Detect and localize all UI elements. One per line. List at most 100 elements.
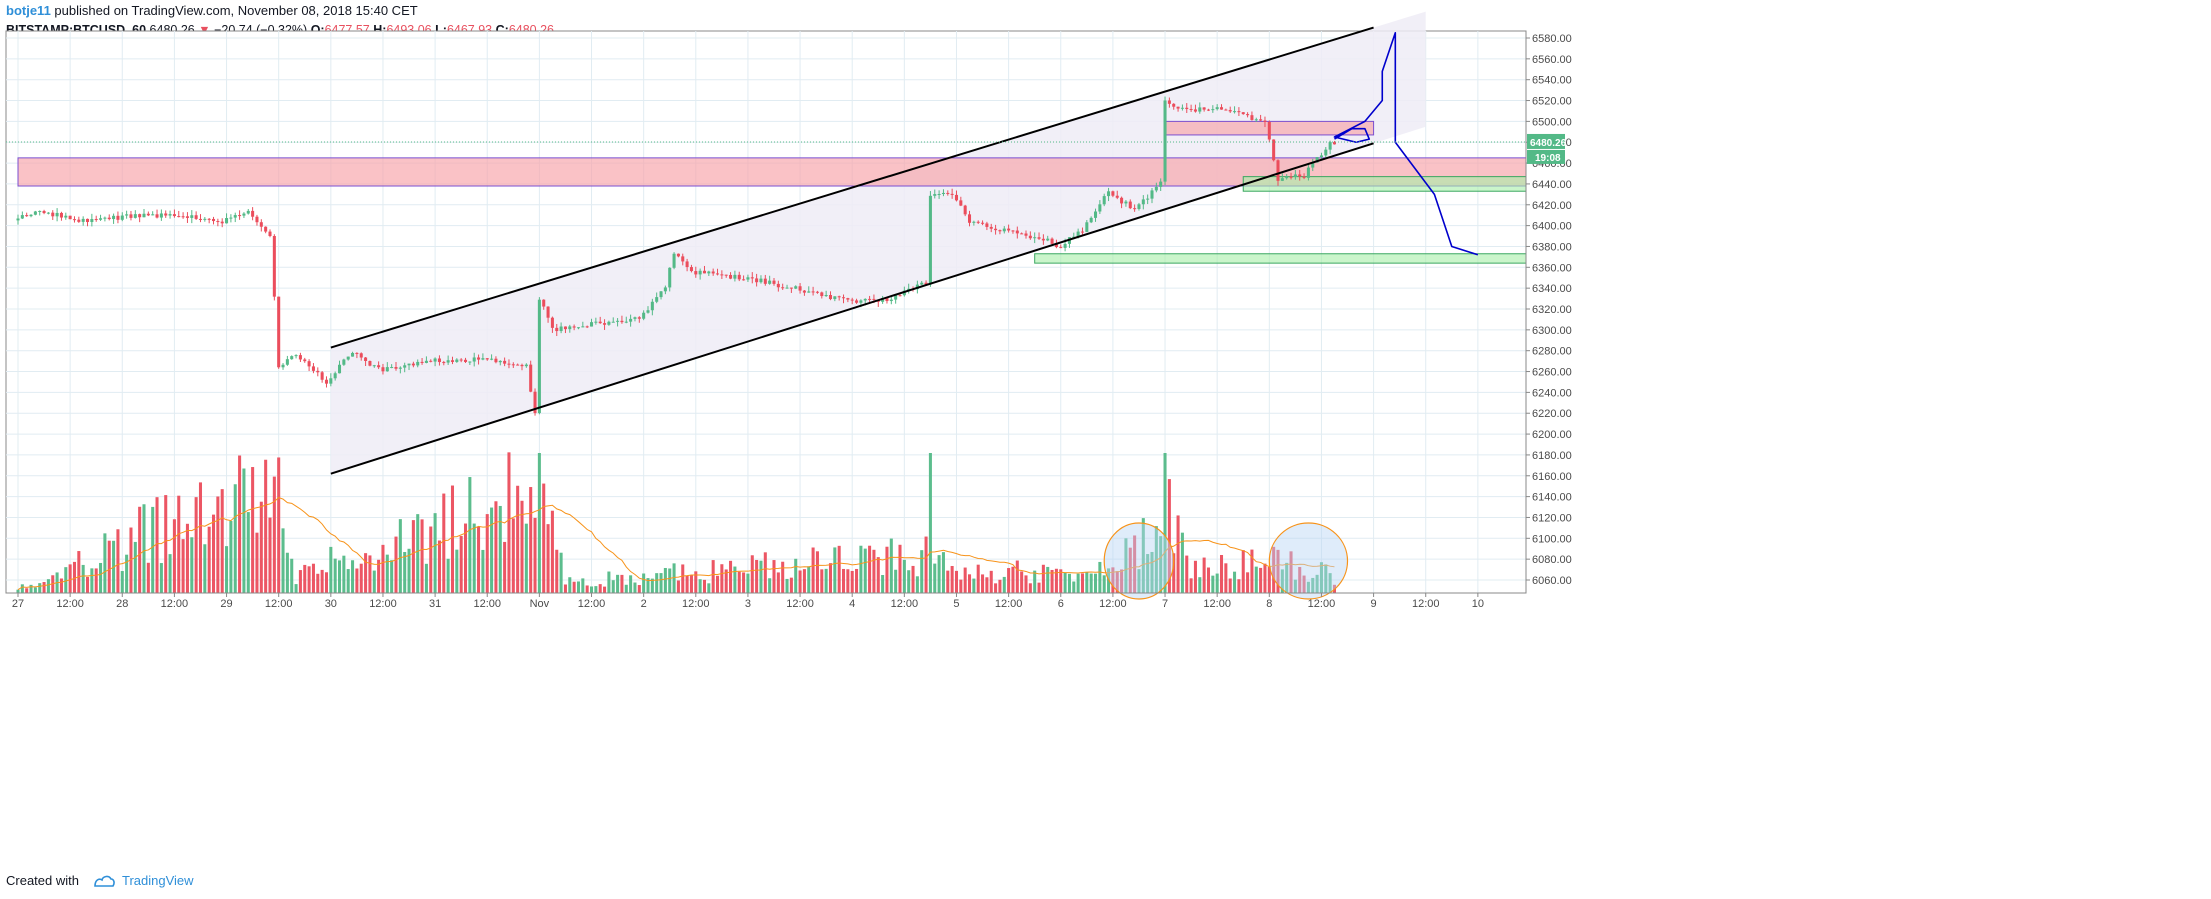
candle bbox=[1280, 178, 1284, 181]
volume-bar bbox=[594, 586, 598, 593]
candle bbox=[429, 360, 433, 362]
candle bbox=[720, 274, 724, 276]
candle bbox=[472, 357, 476, 362]
candle bbox=[629, 318, 633, 322]
volume-bar bbox=[698, 579, 702, 593]
candle bbox=[59, 212, 63, 218]
volume-bar bbox=[85, 576, 90, 593]
price-tick-label: 6440.00 bbox=[1532, 179, 1572, 191]
candle bbox=[251, 210, 255, 217]
volume-bar bbox=[403, 551, 407, 593]
volume-bar bbox=[763, 552, 767, 593]
candle bbox=[1176, 106, 1180, 109]
price-tick-label: 6580.00 bbox=[1532, 33, 1572, 45]
volume-bar bbox=[711, 560, 715, 593]
volume-bar bbox=[1285, 562, 1289, 593]
candle bbox=[928, 195, 932, 285]
price-tick-label: 6160.00 bbox=[1532, 471, 1572, 483]
candle bbox=[407, 363, 411, 366]
candle bbox=[698, 270, 702, 275]
volume-bar bbox=[477, 526, 481, 593]
candle bbox=[433, 358, 437, 362]
candle bbox=[950, 193, 954, 195]
volume-bar bbox=[568, 577, 572, 593]
candle bbox=[828, 294, 833, 300]
tradingview-link[interactable]: TradingView bbox=[122, 873, 194, 888]
volume-bar bbox=[1263, 563, 1267, 593]
volume-bar bbox=[759, 560, 763, 593]
volume-bar bbox=[1133, 535, 1137, 593]
candle bbox=[311, 366, 315, 371]
candle bbox=[802, 290, 806, 293]
candle bbox=[459, 359, 463, 361]
candle bbox=[1172, 103, 1176, 107]
candle bbox=[1302, 176, 1306, 178]
volume-bar bbox=[1298, 566, 1302, 593]
candle bbox=[611, 321, 615, 323]
price-chart[interactable]: 6060.00 6080.00 6100.00 6120.00 6140.00 6160.… bbox=[0, 0, 2211, 870]
volume-bar bbox=[1102, 575, 1106, 593]
candle bbox=[225, 218, 229, 224]
volume-bar bbox=[1150, 551, 1154, 593]
time-tick-label: 10 bbox=[1472, 598, 1484, 610]
volume-bar bbox=[1067, 573, 1071, 593]
candle bbox=[307, 361, 311, 367]
candle bbox=[1115, 195, 1119, 198]
candle bbox=[233, 215, 237, 218]
candle bbox=[1024, 233, 1028, 236]
author-link[interactable]: botje11 bbox=[6, 3, 51, 18]
volume-bar bbox=[281, 528, 285, 593]
candle bbox=[924, 282, 928, 285]
candle bbox=[959, 200, 963, 206]
volume-bar bbox=[77, 551, 81, 593]
candle bbox=[1150, 190, 1154, 199]
candle bbox=[529, 364, 533, 392]
volume-bar bbox=[207, 526, 211, 593]
candle bbox=[20, 215, 24, 219]
candle bbox=[989, 226, 993, 229]
candle bbox=[203, 218, 207, 220]
candle bbox=[576, 327, 581, 329]
price-tick-label: 6220.00 bbox=[1532, 408, 1572, 420]
time-tick-label: 2 bbox=[641, 598, 647, 610]
volume-bar bbox=[937, 555, 941, 593]
volume-bar bbox=[72, 561, 77, 593]
volume-bar bbox=[1007, 568, 1011, 593]
countdown-label: 19:08 bbox=[1535, 153, 1561, 164]
candle bbox=[1319, 155, 1323, 158]
candle bbox=[498, 360, 502, 363]
candle bbox=[333, 373, 337, 379]
candle bbox=[972, 221, 976, 223]
volume-bar bbox=[672, 563, 676, 593]
volume-bar bbox=[1280, 569, 1284, 593]
candle bbox=[1093, 211, 1098, 218]
time-axis: 27 12:00 28 12:00 29 12:00 30 12:00 31 12:00 Nov 12… bbox=[6, 592, 1526, 610]
volume-bar bbox=[802, 569, 806, 593]
candle bbox=[403, 365, 407, 368]
volume-bar bbox=[1215, 573, 1219, 593]
volume-bar bbox=[1098, 561, 1102, 593]
volume-bar bbox=[924, 536, 928, 593]
candle bbox=[511, 364, 515, 366]
volume-bar bbox=[729, 560, 733, 593]
candle bbox=[1328, 142, 1332, 150]
candle bbox=[1298, 174, 1302, 177]
candle bbox=[1289, 176, 1293, 178]
volume-bar bbox=[1293, 579, 1297, 593]
candle bbox=[355, 352, 359, 354]
time-tick-label: 27 bbox=[12, 598, 24, 610]
candle bbox=[168, 214, 172, 216]
candle bbox=[607, 321, 611, 325]
candle bbox=[1185, 107, 1189, 110]
volume-bar bbox=[398, 519, 402, 593]
candle bbox=[967, 214, 972, 223]
price-tick-label: 6560.00 bbox=[1532, 54, 1572, 66]
volume-bar bbox=[537, 453, 541, 593]
volume-bar bbox=[142, 504, 146, 593]
candle bbox=[850, 299, 854, 301]
candle bbox=[1193, 109, 1197, 112]
volume-bar bbox=[511, 518, 515, 593]
volume-bar bbox=[255, 532, 259, 593]
volume-bar bbox=[503, 541, 507, 593]
price-tick-label: 6360.00 bbox=[1532, 262, 1572, 274]
